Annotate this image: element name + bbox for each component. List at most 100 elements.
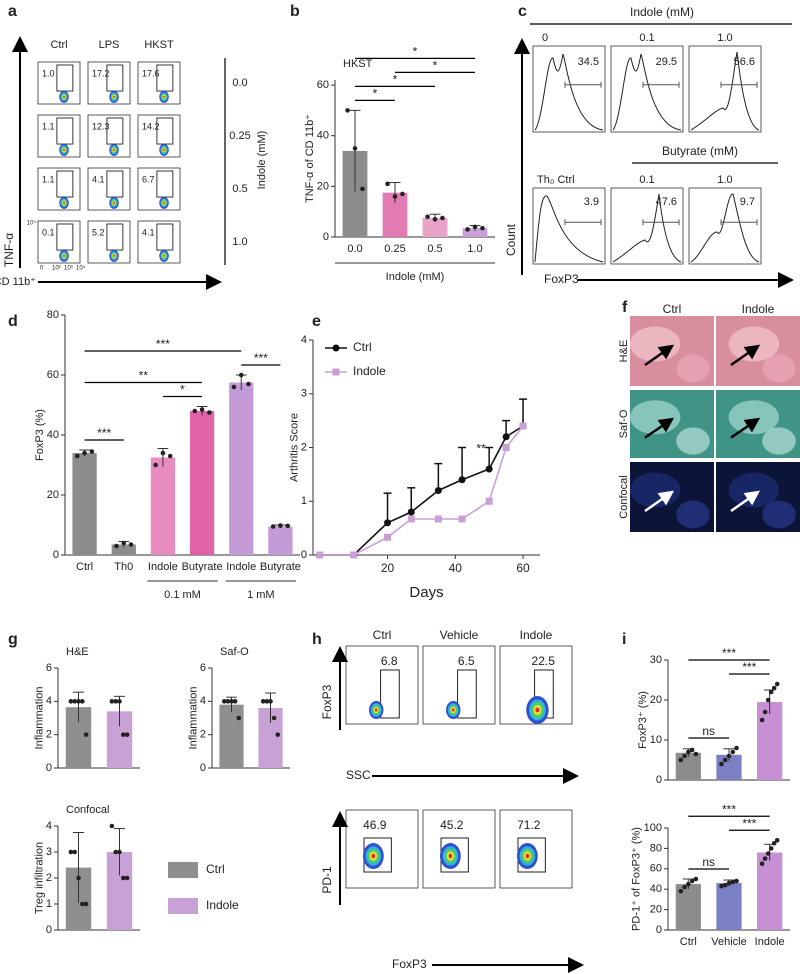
data-point [68, 849, 74, 855]
gate-value: 29.5 [656, 56, 677, 68]
column-header: Ctrl [50, 39, 67, 51]
gate-value: 0.1 [42, 227, 55, 237]
data-point [485, 465, 493, 473]
data-point [774, 837, 780, 843]
y-axis-label: TNF-α of CD 11b⁺ [304, 114, 316, 203]
flow-density [525, 853, 530, 859]
bar [229, 382, 254, 555]
data-point [199, 407, 205, 412]
gate-value: 56.6 [734, 56, 755, 68]
data-point [759, 861, 765, 866]
data-point [407, 508, 415, 516]
gate-value: 6.7 [142, 174, 155, 184]
panel-label: f [622, 299, 628, 316]
data-point [719, 761, 724, 767]
image-arrow [644, 344, 675, 367]
tick-label: 10³ [64, 266, 73, 272]
legend-label: Indole [353, 364, 386, 378]
significance-label: ns [702, 855, 715, 869]
data-point [768, 689, 774, 695]
flow-density [163, 254, 165, 257]
data-point [686, 749, 691, 755]
histology-texture [728, 400, 779, 435]
y-axis-label: TNF-α [2, 233, 16, 267]
data-point [352, 146, 358, 151]
data-point [440, 215, 445, 221]
panel-label: e [312, 313, 321, 330]
column-header: Ctrl [373, 628, 392, 642]
x-axis-label: SSC [346, 768, 371, 782]
row-label: Confocal [618, 475, 630, 518]
row-label: 1.0 [232, 236, 247, 248]
gate-value: 17.6 [142, 68, 160, 78]
gate-value: 45.2 [440, 818, 464, 832]
bar [268, 526, 293, 555]
histogram-plot [532, 187, 606, 265]
y-tick-label: 4 [46, 695, 52, 707]
data-point [678, 888, 684, 894]
data-point [113, 849, 118, 855]
column-header: Indole [742, 302, 775, 316]
y-tick-label: 80 [650, 842, 662, 854]
data-point [759, 717, 765, 723]
data-point [765, 697, 771, 703]
bar [219, 704, 244, 768]
image-arrow [730, 417, 761, 439]
x-tick-label: 0.25 [384, 243, 405, 255]
panel-label: a [8, 3, 17, 20]
data-point [472, 224, 478, 230]
gate-value: 4.1 [92, 174, 105, 184]
flow-density [163, 95, 165, 98]
y-tick-label: 0 [200, 762, 206, 774]
data-point [689, 747, 695, 753]
data-point [221, 699, 227, 704]
data-point [350, 551, 358, 559]
flow-density [63, 148, 65, 151]
histogram-curve [690, 193, 760, 263]
y-tick-label: 2 [301, 441, 307, 453]
data-point [407, 515, 415, 523]
data-point [465, 227, 470, 232]
x-axis-label: FoxP3 [392, 957, 427, 971]
legend-label: Ctrl [206, 862, 225, 876]
data-point [246, 381, 251, 387]
histology-texture [676, 427, 710, 455]
y-tick-label: 20 [47, 489, 59, 501]
data-point [83, 901, 89, 907]
y-axis-label: Count [504, 223, 518, 256]
data-point [121, 732, 126, 737]
legend-label: Ctrl [353, 340, 372, 354]
y-tick-label: 0 [46, 762, 52, 774]
data-point [316, 551, 324, 559]
y-tick-label: 0 [656, 774, 662, 786]
y-tick-label: 100 [644, 822, 662, 834]
y-tick-label: 3 [301, 388, 307, 400]
chart-title: Saf-O [220, 646, 249, 658]
flow-density [163, 148, 165, 151]
data-point [682, 753, 687, 759]
column-header: LPS [99, 39, 120, 51]
x-axis-label: FoxP3 [544, 272, 579, 286]
flow-density [113, 201, 115, 204]
data-point [117, 849, 122, 855]
significance-label: ** [139, 369, 149, 383]
significance-label: *** [254, 351, 268, 365]
x-tick-label: Butyrate [260, 561, 301, 573]
y-tick-label: 6 [46, 662, 52, 674]
significance-label: *** [722, 802, 736, 816]
y-tick-label: 2 [46, 729, 52, 741]
histogram-curve [534, 53, 604, 131]
data-point [76, 699, 81, 704]
data-point [207, 410, 212, 415]
data-point [68, 699, 74, 704]
data-point [72, 849, 77, 855]
data-point [771, 685, 777, 691]
flow-density [448, 853, 453, 859]
x-tick-label: Indole [148, 561, 178, 573]
legend-marker [332, 344, 340, 352]
gate-value: 14.2 [142, 121, 160, 131]
data-point [192, 408, 198, 414]
data-point [83, 732, 89, 737]
flow-density [451, 708, 455, 712]
y-tick-label: 2 [200, 729, 206, 741]
